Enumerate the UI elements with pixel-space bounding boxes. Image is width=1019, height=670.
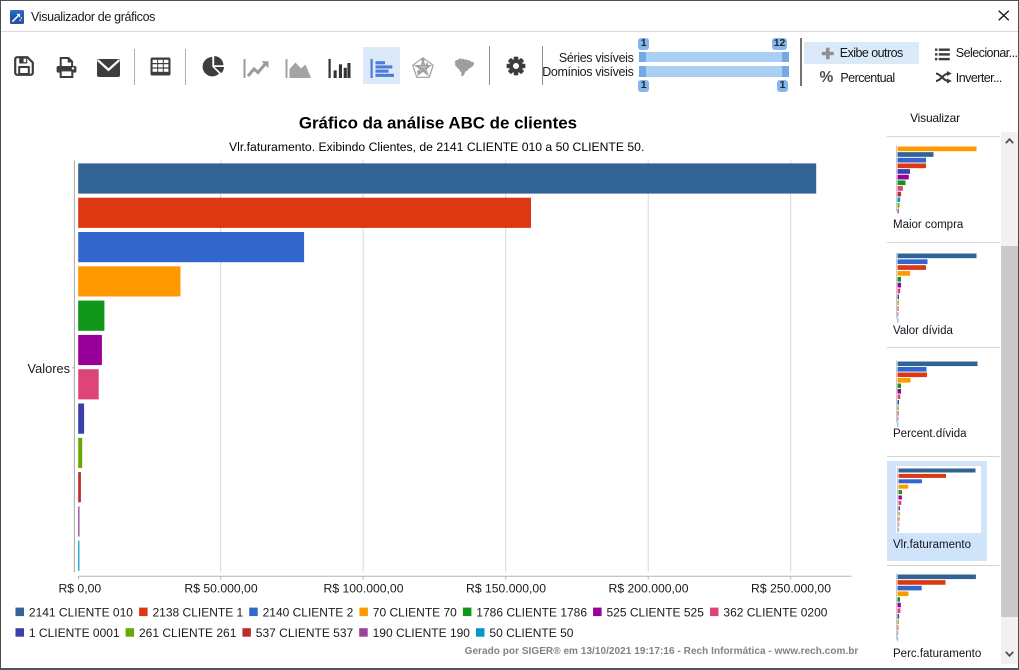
svg-text:2138 CLIENTE 1: 2138 CLIENTE 1 [153,606,244,620]
svg-text:362 CLIENTE 0200: 362 CLIENTE 0200 [723,606,827,620]
svg-text:R$ 50.000,00: R$ 50.000,00 [184,581,257,595]
svg-text:537 CLIENTE 537: 537 CLIENTE 537 [256,626,354,640]
svg-text:50 CLIENTE 50: 50 CLIENTE 50 [489,626,573,640]
svg-text:R$ 250.000,00: R$ 250.000,00 [751,581,831,595]
svg-text:Valores: Valores [28,361,70,376]
svg-text:190 CLIENTE 190: 190 CLIENTE 190 [373,626,471,640]
svg-text:R$ 200.000,00: R$ 200.000,00 [609,581,689,595]
svg-text:261 CLIENTE 261: 261 CLIENTE 261 [139,626,237,640]
svg-text:2140 CLIENTE 2: 2140 CLIENTE 2 [263,606,354,620]
svg-text:R$ 100.000,00: R$ 100.000,00 [324,581,404,595]
svg-text:1786 CLIENTE 1786: 1786 CLIENTE 1786 [476,606,587,620]
svg-text:525 CLIENTE 525: 525 CLIENTE 525 [607,606,705,620]
svg-text:R$ 0,00: R$ 0,00 [58,581,101,595]
svg-text:Vlr.faturamento. Exibindo Clie: Vlr.faturamento. Exibindo Clientes, de 2… [229,140,644,154]
svg-text:1 CLIENTE 0001: 1 CLIENTE 0001 [29,626,120,640]
svg-text:Gráfico da análise ABC de clie: Gráfico da análise ABC de clientes [299,113,577,132]
svg-text:2141 CLIENTE 010: 2141 CLIENTE 010 [29,606,133,620]
svg-text:70 CLIENTE 70: 70 CLIENTE 70 [373,606,457,620]
svg-text:R$ 150.000,00: R$ 150.000,00 [466,581,546,595]
